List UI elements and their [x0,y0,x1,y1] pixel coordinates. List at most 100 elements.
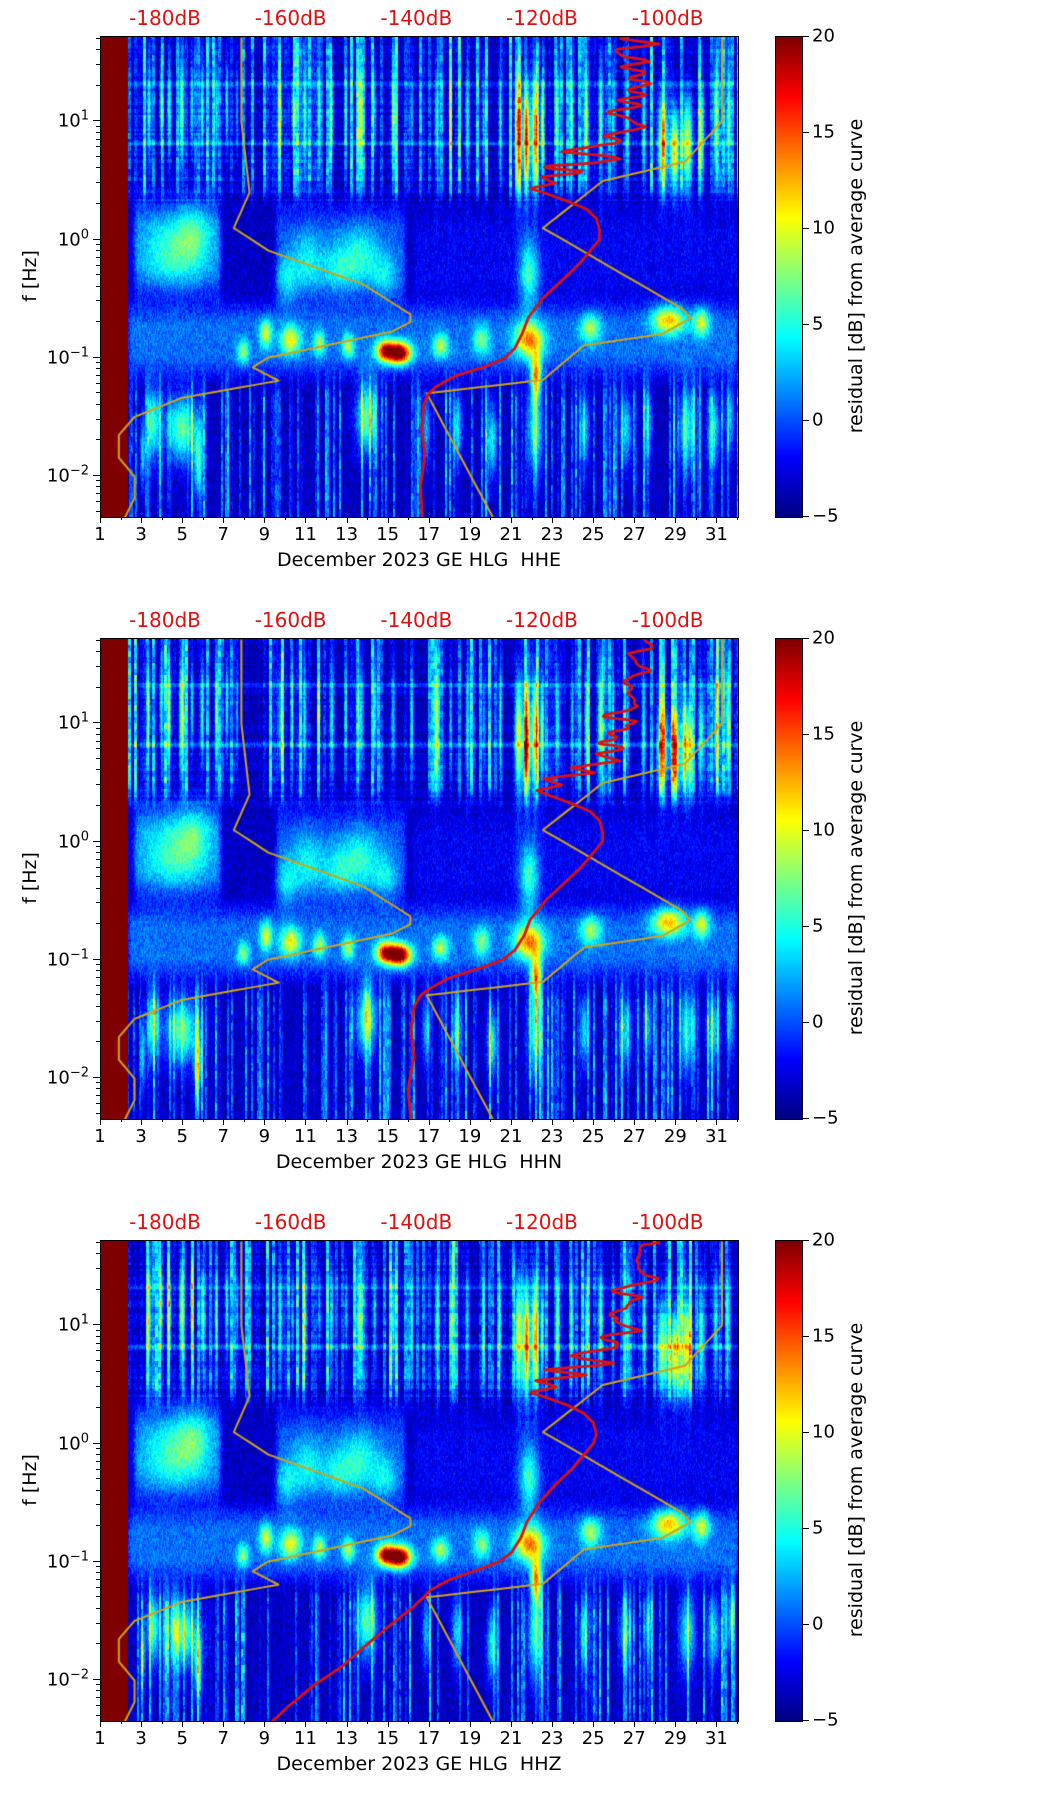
y-minor-tick-mark [96,1596,100,1598]
colorbar-tick-label: 20 [812,627,835,649]
x-tick-mark [182,1119,184,1125]
x-tick-label: 23 [540,1126,564,1147]
x-tick-mark [346,1721,348,1727]
x-tick-label: 31 [704,524,728,545]
x-tick-label: 11 [294,1126,317,1147]
y-tick-label: 10−2 [46,1065,89,1089]
x-tick-label: 27 [622,524,646,545]
y-minor-tick-mark [96,146,100,148]
colorbar-canvas [775,638,803,1120]
x-tick-label: 19 [458,1728,482,1749]
y-tick-mark [93,238,100,240]
x-tick-mark [223,1119,225,1125]
y-minor-tick-mark [96,264,100,266]
y-tick-label: 100 [57,1431,89,1454]
x-tick-mark [716,1119,718,1125]
x-tick-mark [469,1721,471,1727]
x-tick-mark [675,1119,677,1125]
y-tick-mark [93,840,100,842]
y-tick-label: 10−1 [46,345,89,369]
y-minor-tick-mark [96,155,100,157]
db-axis-tick-label: -180dB [129,608,201,632]
x-tick-label: 15 [376,1728,400,1749]
y-minor-tick-mark [96,1690,100,1692]
x-tick-mark [141,1721,143,1727]
x-tick-label: 7 [217,524,230,545]
x-minor-tick-mark [490,1721,492,1724]
y-minor-tick-mark [96,964,100,966]
colorbar-tick-label: 5 [812,915,824,937]
y-minor-tick-mark [96,851,100,853]
x-tick-mark [552,1119,554,1125]
x-tick-label: 25 [581,1728,605,1749]
y-minor-tick-mark [96,733,100,735]
db-axis-tick-label: -100dB [631,608,704,632]
colorbar-label: residual [dB] from average curve [845,720,867,1036]
colorbar-tick-label: 10 [812,217,835,239]
x-tick-mark [428,1119,430,1125]
x-tick-mark [305,517,307,523]
spectrogram-panel-hhz: f [Hz] December 2023 GE HLG HHZ residual… [0,1204,1052,1806]
x-axis-label: December 2023 GE HLG HHZ [276,1753,562,1775]
x-minor-tick-mark [284,1721,286,1724]
y-minor-tick-mark [96,1241,100,1243]
x-tick-mark [593,1119,595,1125]
colorbar-tick-label: 0 [812,409,824,431]
x-minor-tick-mark [161,1721,163,1724]
colorbar-tick-label: 20 [812,1229,835,1251]
y-tick-mark [93,120,100,122]
x-tick-label: 21 [499,1126,523,1147]
x-tick-mark [264,1119,266,1125]
x-minor-tick-mark [243,1119,245,1122]
x-tick-label: 27 [622,1126,646,1147]
x-minor-tick-mark [120,1119,122,1122]
db-axis-tick-label: -140dB [380,1210,453,1234]
x-tick-mark [552,517,554,523]
y-minor-tick-mark [96,1359,100,1361]
x-minor-tick-mark [326,1119,328,1122]
colorbar-tick-mark [803,1720,809,1721]
y-minor-tick-mark [96,1453,100,1455]
y-minor-tick-mark [96,994,100,996]
y-minor-tick-mark [96,125,100,127]
colorbar-tick-mark [803,516,809,517]
y-minor-tick-mark [96,49,100,51]
spectrogram-canvas-hhz [100,1240,739,1722]
db-axis-tick-label: -100dB [631,6,704,30]
y-minor-tick-mark [96,375,100,377]
colorbar-tick-mark [803,1240,809,1241]
x-tick-label: 9 [258,524,271,545]
x-tick-label: 9 [258,1126,271,1147]
x-tick-mark [469,1119,471,1125]
y-minor-tick-mark [96,1489,100,1491]
colorbar-tick-label: 15 [812,121,835,143]
x-minor-tick-mark [695,517,697,520]
x-tick-label: 29 [663,1728,687,1749]
y-minor-tick-mark [96,285,100,287]
y-minor-tick-mark [96,1041,100,1043]
x-tick-mark [182,1721,184,1727]
db-axis-tick-label: -180dB [129,6,201,30]
x-tick-label: 9 [258,1728,271,1749]
y-minor-tick-mark [96,845,100,847]
colorbar-tick-label: 5 [812,313,824,335]
x-minor-tick-mark [326,1721,328,1724]
y-minor-tick-mark [96,1714,100,1716]
y-tick-mark [93,1560,100,1562]
y-minor-tick-mark [96,1088,100,1090]
x-tick-label: 17 [417,1126,441,1147]
x-minor-tick-mark [284,1119,286,1122]
y-minor-tick-mark [96,665,100,667]
x-minor-tick-mark [449,517,451,520]
x-minor-tick-mark [243,517,245,520]
spectrogram-canvas-hhe [100,36,739,518]
x-tick-label: 23 [540,1728,564,1749]
x-tick-label: 29 [663,524,687,545]
db-axis-tick-label: -180dB [129,1210,201,1234]
colorbar-tick-mark [803,1022,809,1023]
x-tick-mark [141,1119,143,1125]
y-tick-label: 101 [57,108,89,132]
y-minor-tick-mark [96,1406,100,1408]
db-axis-tick-label: -120dB [506,6,578,30]
y-tick-label: 10−1 [46,1549,89,1573]
